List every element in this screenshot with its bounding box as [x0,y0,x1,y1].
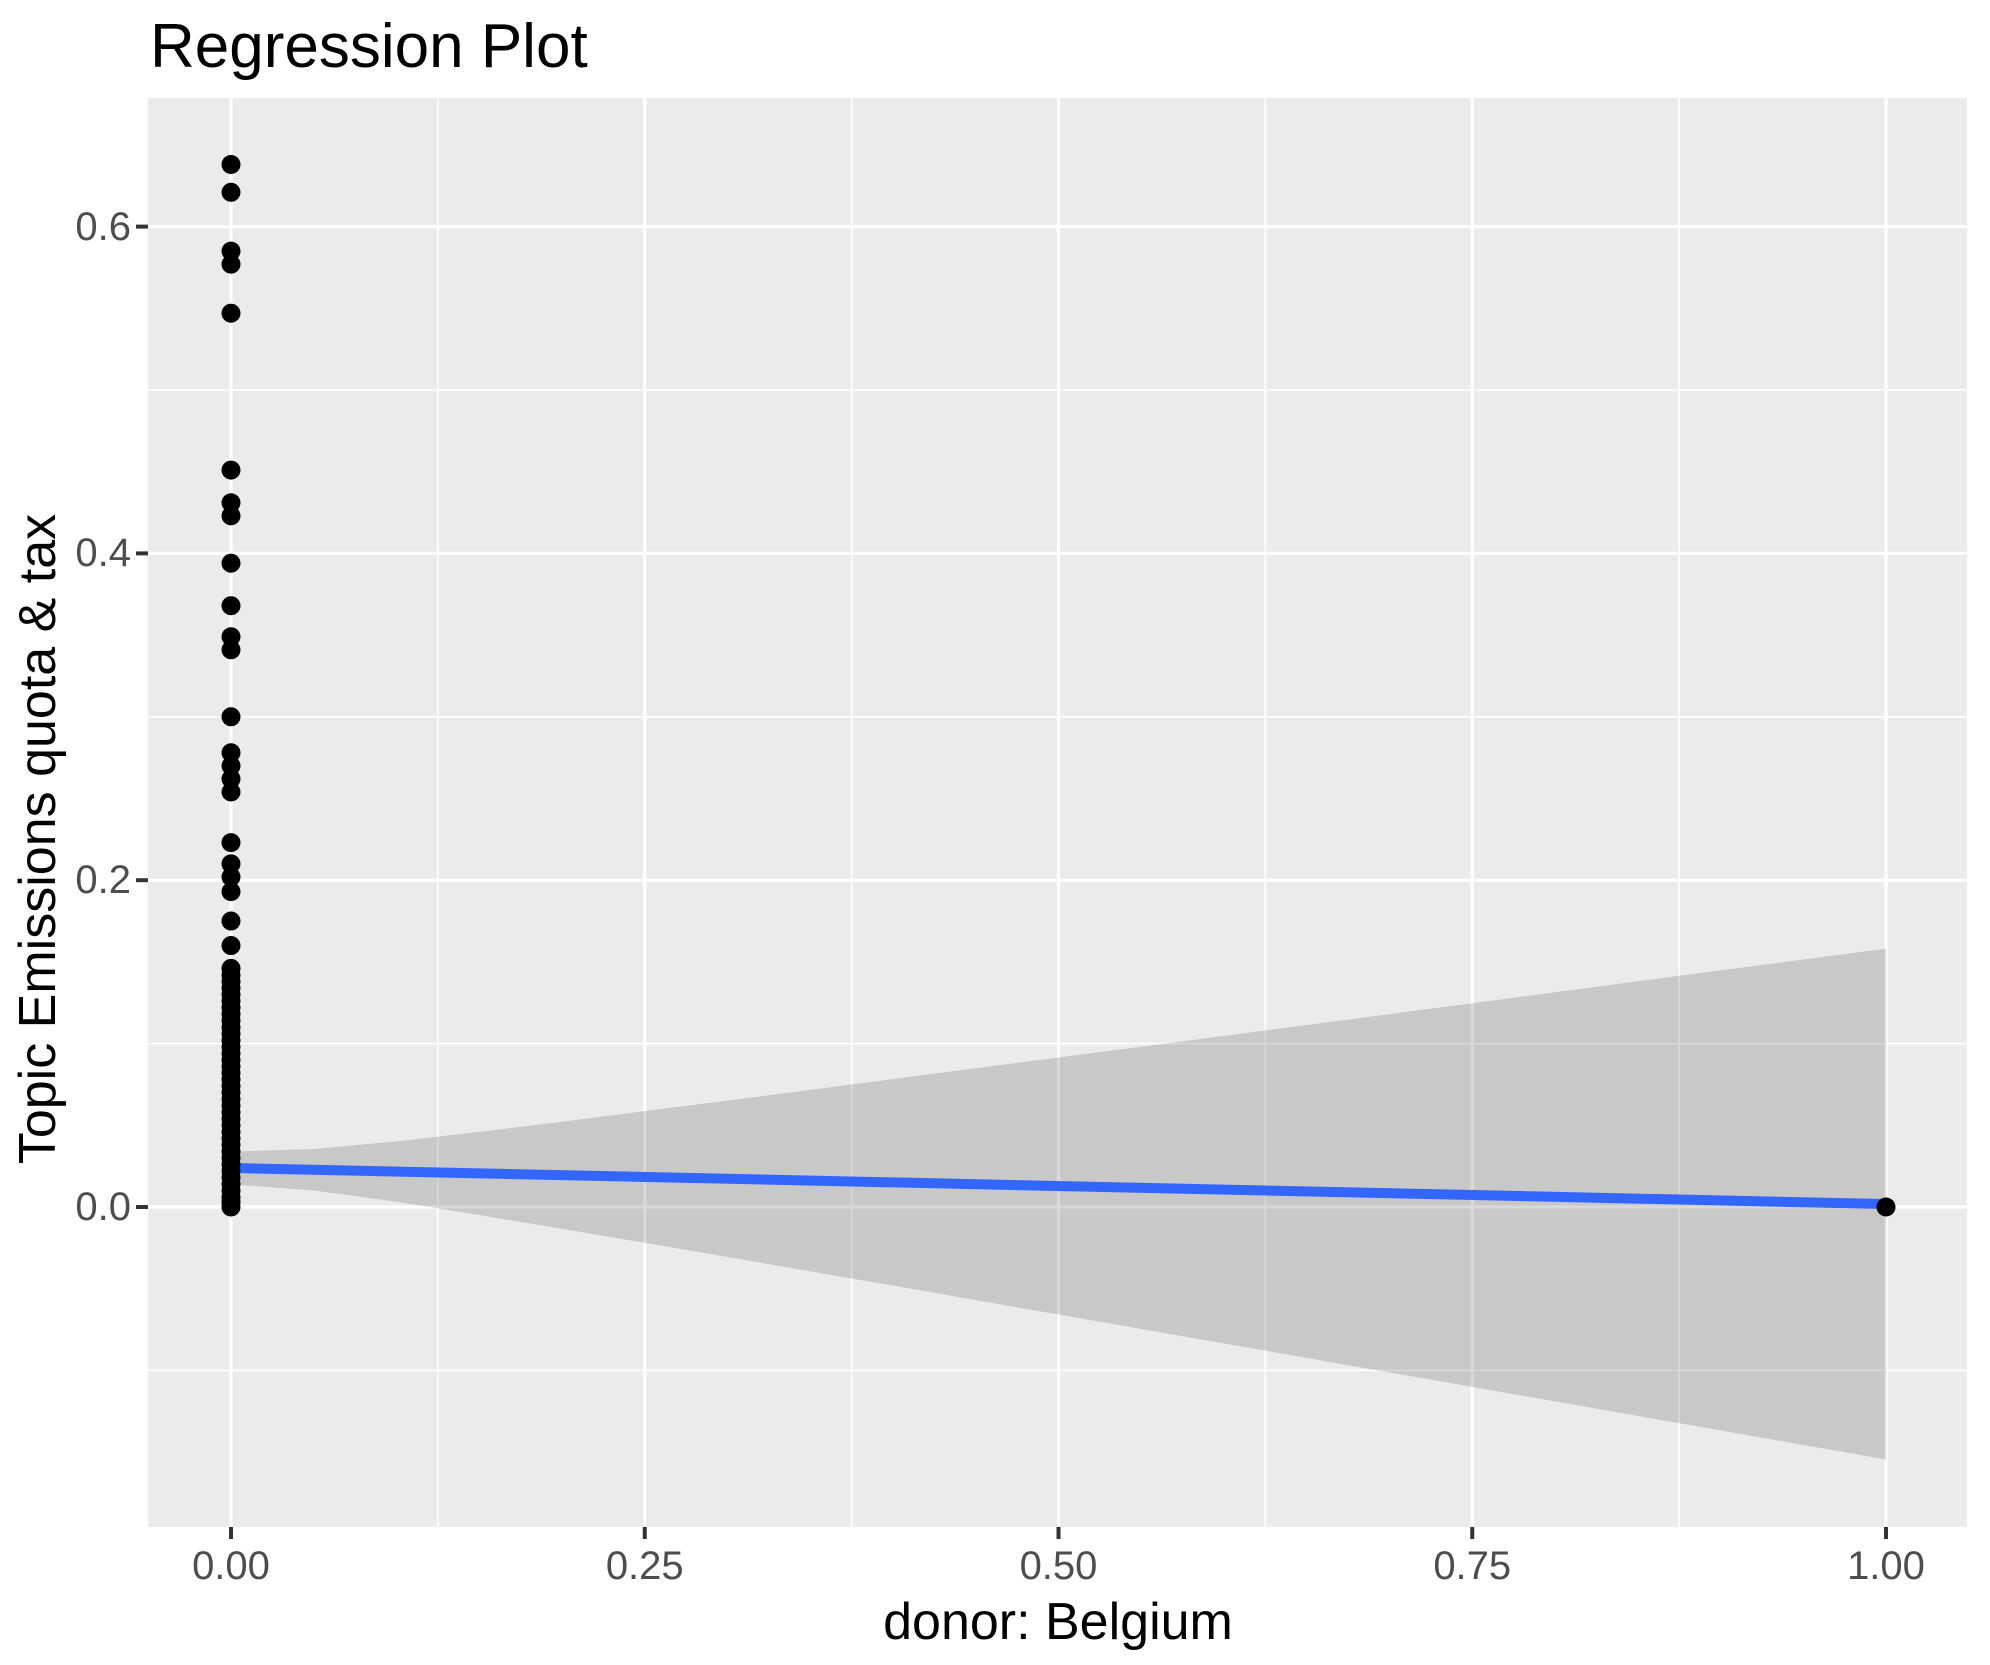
scatter-point [221,460,241,480]
scatter-point [221,911,241,931]
confidence-band [231,948,1886,1460]
scatter-point [221,254,241,274]
scatter-point [221,854,241,874]
regression-line [226,1162,1891,1210]
x-tick-label: 0.75 [1433,1544,1512,1588]
scatter-point [221,182,241,202]
y-tick-label: 0.6 [75,204,131,249]
x-tick-label: 1.00 [1847,1544,1925,1588]
plot-title: Regression Plot [150,12,588,81]
scatter-point [221,782,241,802]
x-axis-title: donor: Belgium [883,1593,1233,1651]
y-tick-label: 0.0 [75,1185,131,1229]
scatter-point [221,833,241,853]
scatter-point [221,596,241,616]
y-axis-title: Topic Emissions quota & tax [9,513,67,1165]
scatter-point [221,155,241,175]
y-tick-label: 0.4 [75,531,131,576]
y-tick-label: 0.2 [75,858,131,903]
scatter-point [221,882,241,902]
scatter-point [221,640,241,660]
scatter-point [221,936,241,956]
x-tick-label: 0.25 [605,1544,684,1588]
scatter-point [221,769,241,789]
scatter-point [221,743,241,763]
scatter-point [221,241,241,261]
scatter-point [1876,1197,1896,1217]
scatter-point [221,627,241,647]
scatter-point [221,756,241,776]
scatter-point [221,493,241,513]
scatter-point [221,707,241,727]
scatter-point [221,303,241,323]
scatter-point [221,506,241,526]
x-tick-label: 0.00 [192,1544,270,1588]
x-tick-label: 0.50 [1019,1544,1098,1588]
scatter-point [221,553,241,573]
scatter-point [221,1197,241,1217]
scatter-point [221,867,241,887]
